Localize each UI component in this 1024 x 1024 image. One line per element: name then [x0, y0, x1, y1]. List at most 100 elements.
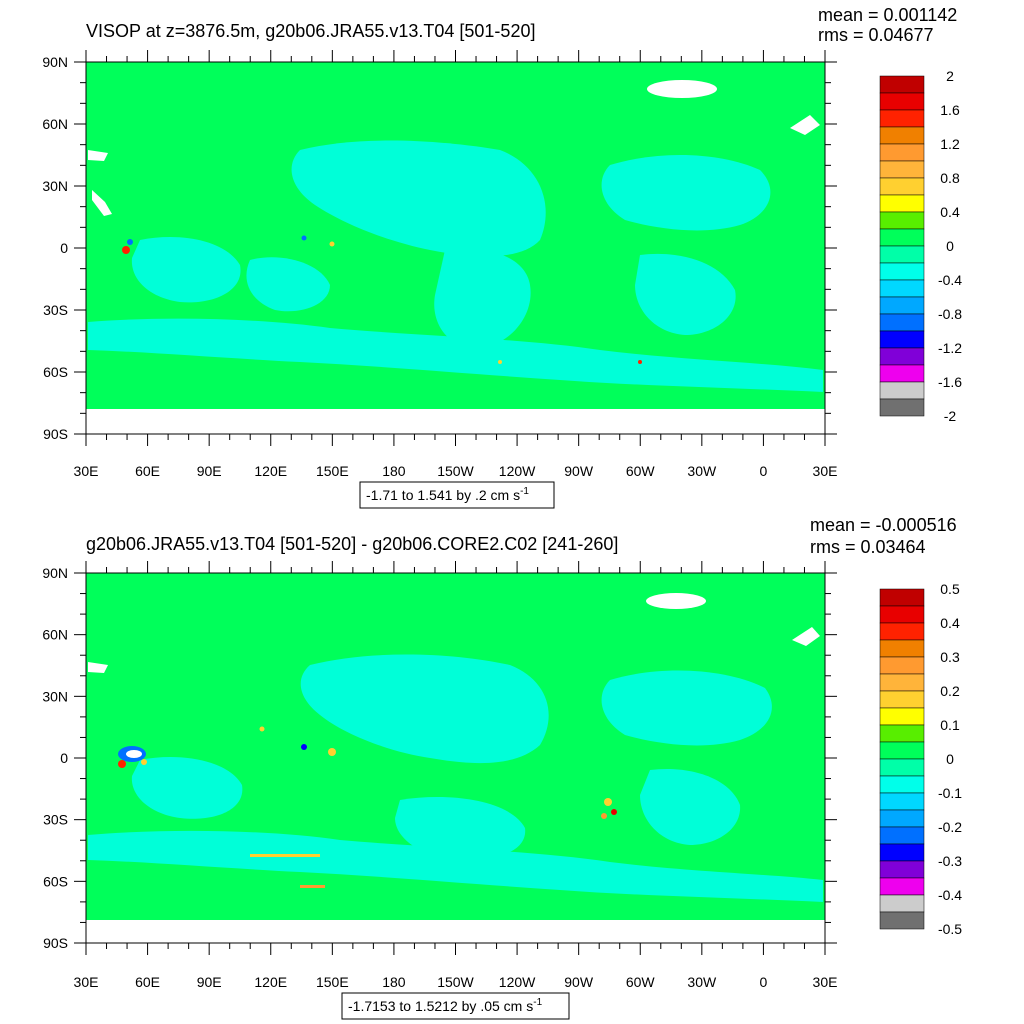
cyan-region-satlantic — [635, 253, 736, 335]
x-tick-label: 180 — [382, 974, 406, 990]
anomaly-spot — [638, 360, 642, 364]
x-tick-label: 120W — [499, 463, 536, 479]
cyan-region-indian — [131, 757, 243, 819]
colorbar-swatch — [879, 245, 925, 264]
anomaly-spot — [118, 760, 126, 768]
svalbard-mask — [792, 627, 820, 646]
colorbar-swatch — [879, 313, 925, 332]
colorbar-swatch — [879, 673, 925, 692]
x-tick-label: 150E — [316, 974, 349, 990]
x-tick-label: 120E — [254, 974, 287, 990]
anomaly-spot — [259, 726, 265, 732]
y-tick-label: 60N — [42, 627, 68, 643]
colorbar-label: 0.4 — [940, 204, 960, 220]
colorbar-swatch — [879, 792, 925, 811]
antarctica-mask — [86, 920, 825, 943]
x-tick-label: 60E — [135, 974, 160, 990]
x-tick-label: 150E — [316, 463, 349, 479]
rms-stat: rms = 0.03464 — [810, 537, 926, 557]
y-tick-label: 90S — [43, 426, 68, 442]
anomaly-spot — [301, 235, 307, 241]
cyan-region-atlantic — [601, 154, 771, 231]
colorbar-swatch — [879, 364, 925, 383]
land-mask-west — [88, 150, 108, 161]
colorbar-label: 0.2 — [940, 683, 960, 699]
colorbar-swatch — [879, 809, 925, 828]
anomaly-spot — [126, 750, 142, 758]
y-tick-label: 60S — [43, 364, 68, 380]
colorbar-swatch — [879, 877, 925, 896]
cyan-region-southern — [88, 830, 823, 902]
colorbar-swatch — [879, 758, 925, 777]
colorbar-swatch — [879, 381, 925, 400]
y-tick-label: 0 — [60, 750, 68, 766]
colorbar-swatch — [879, 622, 925, 641]
x-tick-label: 0 — [760, 463, 768, 479]
anomaly-spot — [141, 759, 147, 765]
colorbar-label: 0.1 — [940, 717, 960, 733]
cyan-region-satlantic — [640, 768, 741, 845]
colorbar-swatch — [879, 75, 925, 94]
y-tick-label: 90N — [42, 54, 68, 70]
colorbar-swatch — [879, 211, 925, 230]
x-tick-label: 90E — [197, 463, 222, 479]
x-tick-label: 150W — [437, 974, 474, 990]
colorbar-label: 1.2 — [940, 136, 960, 152]
panel-top: VISOP at z=3876.5m, g20b06.JRA55.v13.T04… — [42, 5, 962, 509]
y-tick-label: 0 — [60, 240, 68, 256]
y-axis: 90N 60N 30N 0 30S 60S 90S — [42, 565, 837, 951]
cyan-region-pacific — [300, 654, 549, 764]
colorbar-label: 0 — [946, 238, 954, 254]
rms-stat: rms = 0.04677 — [818, 25, 934, 45]
land-mask-arabia — [92, 190, 112, 216]
cyan-region-pacific — [291, 140, 546, 257]
colorbar-swatch — [879, 911, 925, 930]
colorbar-label: -0.8 — [938, 306, 962, 322]
cyan-region-southpac — [395, 797, 526, 861]
cyan-region-eastpac — [434, 248, 531, 349]
x-tick-label: 30W — [687, 974, 717, 990]
x-tick-label: 30E — [74, 974, 99, 990]
colorbar-label: -2 — [944, 408, 957, 424]
colorbar-swatch — [879, 347, 925, 366]
colorbar-swatch — [879, 228, 925, 247]
colorbar-label: -0.5 — [938, 921, 962, 937]
cyan-region-southern — [88, 318, 823, 392]
x-tick-label: 0 — [760, 974, 768, 990]
contour-info-box — [341, 992, 570, 1020]
colorbar-label: -1.6 — [938, 374, 962, 390]
colorbar-swatch — [879, 826, 925, 845]
colorbar-swatch — [879, 656, 925, 675]
x-tick-label: 60W — [626, 463, 656, 479]
x-tick-label: 30W — [687, 463, 717, 479]
anomaly-streak — [300, 885, 325, 888]
colorbar-swatch — [879, 860, 925, 879]
colorbar-swatch — [879, 724, 925, 743]
anomaly-spot — [301, 744, 307, 750]
x-tick-label: 90W — [564, 974, 594, 990]
colorbar-label: 2 — [946, 68, 954, 84]
colorbar-label: 0.8 — [940, 170, 960, 186]
panel-title: VISOP at z=3876.5m, g20b06.JRA55.v13.T04… — [86, 21, 535, 41]
anomaly-spot — [601, 813, 607, 819]
panel-title: g20b06.JRA55.v13.T04 [501-520] - g20b06.… — [86, 534, 618, 554]
colorbar-swatch — [879, 262, 925, 281]
colorbar-swatch — [879, 894, 925, 913]
colorbar-swatch — [879, 109, 925, 128]
x-tick-label: 30E — [74, 463, 99, 479]
colorbar-swatch — [879, 194, 925, 213]
colorbar-label: -0.3 — [938, 853, 962, 869]
y-axis: 90N 60N 30N 0 30S 60S 90S — [42, 54, 837, 442]
anomaly-spot — [498, 360, 502, 364]
colorbar: 2 1.6 1.2 0.8 0.4 0 -0.4 -0.8 -1.2 -1.6 -2 — [879, 68, 962, 424]
x-tick-label: 60E — [135, 463, 160, 479]
colorbar-swatch — [879, 160, 925, 179]
anomaly-spot — [328, 748, 336, 756]
y-tick-label: 30S — [43, 812, 68, 828]
contour-info: -1.71 to 1.541 by .2 cm s-1 — [366, 486, 529, 503]
colorbar-label: -1.2 — [938, 340, 962, 356]
x-tick-label: 30E — [813, 463, 838, 479]
anomaly-spot — [604, 798, 612, 806]
colorbar: 0.5 0.4 0.3 0.2 0.1 0 -0.1 -0.2 -0.3 -0.4 -0.5 — [879, 581, 962, 937]
colorbar-swatch — [879, 398, 925, 417]
